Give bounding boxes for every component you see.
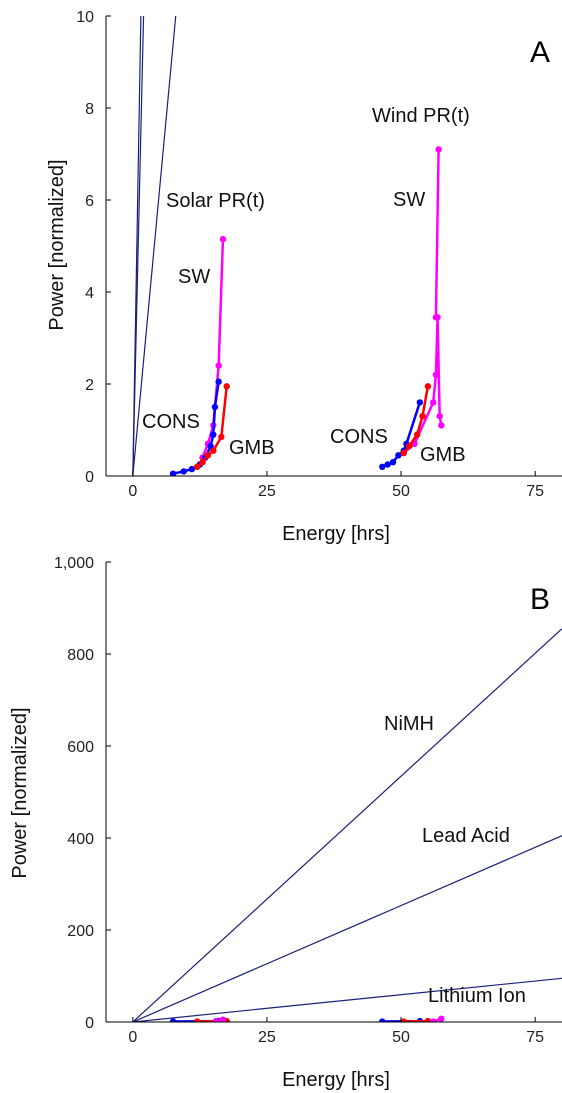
x-tick-label: 50 bbox=[392, 483, 410, 500]
ref-line-1 bbox=[133, 16, 144, 476]
y-tick-label: 2 bbox=[85, 377, 94, 394]
x-tick-label: 0 bbox=[128, 1029, 137, 1046]
data-point-cons bbox=[215, 379, 221, 385]
data-point-gmb bbox=[210, 448, 216, 454]
panel-a-xlabel: Energy [hrs] bbox=[282, 523, 390, 545]
panel-a-ylabel: Power [normalized] bbox=[46, 159, 68, 330]
data-point-gmb bbox=[425, 383, 431, 389]
data-point-gmb bbox=[406, 443, 412, 449]
x-tick-label: 25 bbox=[258, 483, 276, 500]
y-tick-label: 0 bbox=[85, 469, 94, 486]
annot-solar-pr: Solar PR(t) bbox=[166, 190, 265, 212]
y-tick-label: 4 bbox=[85, 285, 94, 302]
x-tick-label: 0 bbox=[128, 483, 137, 500]
data-point-sw bbox=[215, 362, 221, 368]
x-tick-label: 50 bbox=[392, 1029, 410, 1046]
data-point-gmb bbox=[414, 431, 420, 437]
data-point-gmb bbox=[194, 464, 200, 470]
y-tick-label: 10 bbox=[76, 9, 94, 26]
annot-cons-solar: CONS bbox=[142, 411, 200, 433]
annot-nimh: NiMH bbox=[384, 713, 434, 735]
data-point-gmb bbox=[218, 434, 224, 440]
data-point-sw bbox=[220, 236, 226, 242]
panel-b-axes: 0 25 50 75 0 200 400 600 800 1,000 bbox=[54, 555, 562, 1046]
data-point-cons bbox=[181, 468, 187, 474]
y-tick-label: 200 bbox=[67, 923, 94, 940]
annot-lithium-ion: Lithium Ion bbox=[428, 985, 526, 1007]
data-point-sw bbox=[430, 399, 436, 405]
data-point-sw bbox=[438, 422, 444, 428]
data-point-sw bbox=[435, 146, 441, 152]
panel-a-marks bbox=[133, 16, 445, 477]
data-point-gmb bbox=[401, 450, 407, 456]
panel-b-ylabel: Power [normalized] bbox=[9, 707, 31, 878]
annot-gmb-wind: GMB bbox=[420, 444, 466, 466]
y-tick-label: 600 bbox=[67, 739, 94, 756]
panel-a: 0 25 50 75 0 2 4 6 8 10 A Energy [hrs] Power [nor… bbox=[46, 9, 562, 545]
x-tick-label: 25 bbox=[258, 1029, 276, 1046]
data-point-cons bbox=[390, 459, 396, 465]
y-tick-label: 800 bbox=[67, 647, 94, 664]
data-point-sw bbox=[438, 1016, 444, 1022]
data-point-sw bbox=[433, 372, 439, 378]
panel-b: 0 25 50 75 0 200 400 600 800 1,000 B Energy [hrs]… bbox=[9, 555, 562, 1091]
data-point-gmb bbox=[419, 413, 425, 419]
data-point-sw bbox=[433, 314, 439, 320]
data-point-gmb bbox=[224, 383, 230, 389]
y-tick-label: 1,000 bbox=[54, 555, 94, 572]
series-line-sw bbox=[436, 149, 439, 317]
data-point-sw bbox=[436, 413, 442, 419]
annot-gmb-solar: GMB bbox=[229, 437, 275, 459]
data-point-sw bbox=[213, 1018, 219, 1024]
y-tick-label: 400 bbox=[67, 831, 94, 848]
data-point-cons bbox=[210, 431, 216, 437]
panel-b-xlabel: Energy [hrs] bbox=[282, 1069, 390, 1091]
annot-lead-acid: Lead Acid bbox=[422, 825, 510, 847]
data-point-cons bbox=[417, 399, 423, 405]
y-tick-label: 0 bbox=[85, 1015, 94, 1032]
annot-sw-solar: SW bbox=[178, 266, 210, 288]
annot-sw-wind: SW bbox=[393, 189, 425, 211]
annot-cons-wind: CONS bbox=[330, 426, 388, 448]
data-point-gmb bbox=[205, 452, 211, 458]
x-tick-label: 75 bbox=[526, 483, 544, 500]
y-tick-label: 8 bbox=[85, 101, 94, 118]
panel-b-label: B bbox=[530, 583, 550, 616]
y-tick-label: 6 bbox=[85, 193, 94, 210]
data-point-cons bbox=[212, 404, 218, 410]
annot-wind-pr: Wind PR(t) bbox=[372, 105, 470, 127]
data-point-gmb bbox=[199, 459, 205, 465]
x-tick-label: 75 bbox=[526, 1029, 544, 1046]
panel-a-label: A bbox=[530, 36, 550, 69]
clipped-marks bbox=[133, 16, 445, 477]
